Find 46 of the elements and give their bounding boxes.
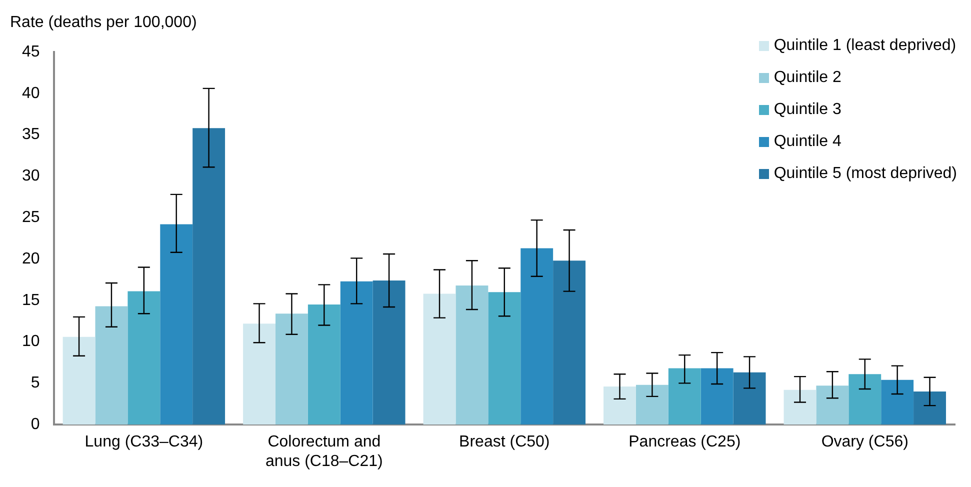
bar [604, 386, 636, 425]
y-tick-label: 10 [22, 333, 40, 350]
bar [553, 260, 586, 425]
legend-label: Quintile 4 [774, 133, 842, 151]
bar [275, 314, 308, 425]
legend-label: Quintile 3 [774, 101, 842, 119]
y-tick-label: 5 [30, 374, 40, 392]
bar [340, 281, 373, 425]
bar [733, 372, 766, 425]
y-tick-label: 25 [22, 209, 40, 226]
bar [816, 386, 849, 425]
y-tick-label: 15 [22, 292, 40, 309]
y-tick-label: 35 [22, 126, 40, 144]
legend-label: Quintile 5 (most deprived) [774, 165, 957, 183]
bar [700, 368, 734, 425]
y-tick-label: 0 [30, 416, 40, 434]
y-tick-label: 20 [22, 250, 40, 268]
x-tick-label: Breast (C50) [459, 434, 550, 451]
bar [62, 336, 96, 425]
bar [128, 291, 160, 425]
y-tick-label: 40 [22, 84, 40, 102]
y-tick-label: 45 [22, 43, 40, 60]
bar [848, 374, 882, 425]
bar [668, 368, 701, 425]
x-tick-label: Lung (C33–C34) [84, 434, 204, 451]
bar [784, 390, 816, 425]
bar [95, 306, 128, 425]
y-tick-label: 30 [22, 168, 40, 185]
bar [456, 285, 488, 425]
legend-label: Quintile 1 (least deprived) [774, 37, 956, 55]
bar [243, 324, 276, 425]
x-tick-label: Ovary (C56) [821, 434, 908, 451]
bar [914, 391, 946, 425]
y-axis-title: Rate (deaths per 100,000) [10, 14, 197, 32]
bar [520, 248, 554, 425]
legend-label: Quintile 2 [774, 69, 842, 87]
x-tick-label: Colorectum and anus (C18–C21) [265, 434, 383, 470]
bar [881, 380, 914, 425]
x-tick-label: Pancreas (C25) [628, 434, 741, 451]
bar [636, 384, 668, 425]
bar [423, 294, 456, 425]
bar [160, 224, 193, 425]
bar [372, 280, 406, 425]
bar [488, 292, 521, 425]
bar [308, 304, 340, 425]
bar [192, 128, 226, 425]
